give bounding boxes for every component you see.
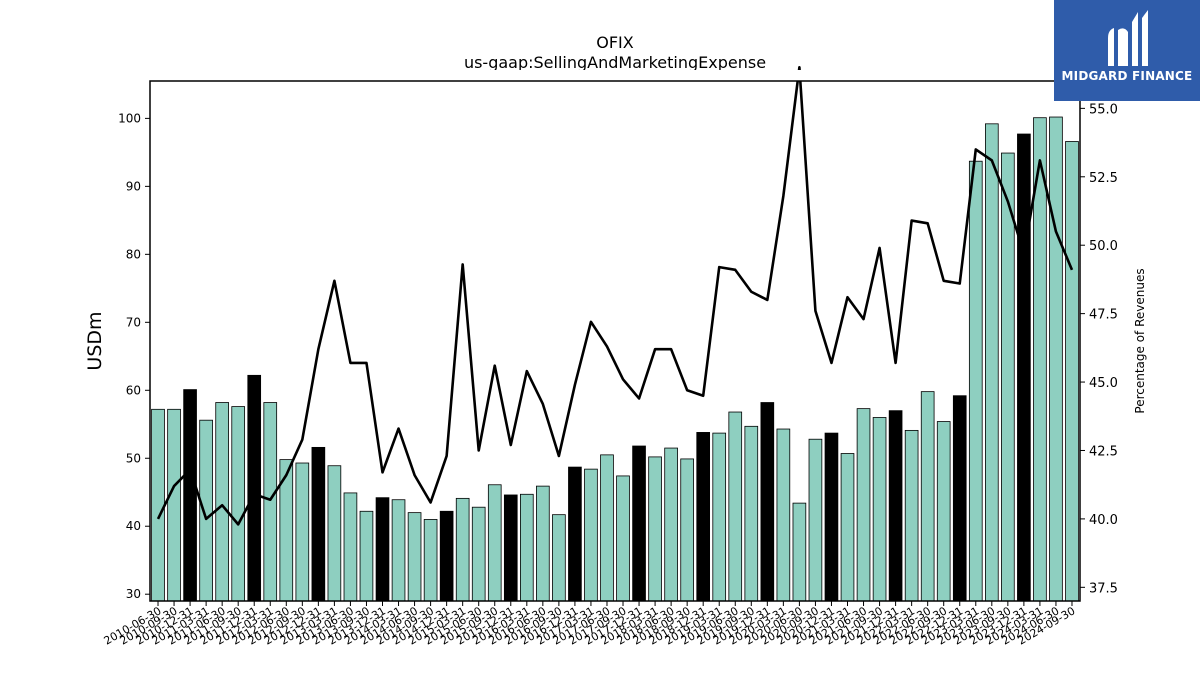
bar-2011-06-30 [215,402,229,602]
y-right-tick-label: 40.0 [1089,513,1118,528]
bar-2020-06-30 [792,502,807,602]
bar-2023-03-31 [968,160,983,602]
bar-2015-09-30 [487,484,502,602]
top-clip-mask [150,70,1080,81]
bar-2015-03-31 [455,497,470,602]
y-right-tick-label: 47.5 [1089,308,1118,323]
bar-2012-03-31 [263,402,278,602]
bar-2021-09-30 [872,417,887,602]
bar-2013-06-30 [343,492,358,602]
bar-2021-12-31 [888,410,903,602]
bar-2019-12-31 [760,402,775,602]
bar-2017-03-31 [584,468,598,602]
bar-2022-12-31 [952,395,967,602]
bar-2018-09-30 [680,458,694,602]
y-tick-label: 90 [126,179,141,193]
bar-2014-12-31 [439,510,454,602]
line-series-percentage [156,66,1074,526]
bar-2014-03-31 [391,499,406,602]
bar-2015-06-30 [471,506,486,602]
bar-2024-06-30 [1049,116,1063,602]
y-right-tick-label: 37.5 [1089,581,1118,596]
midgard-finance-logo: MIDGARD FINANCE [1054,0,1200,101]
y-tick-label: 30 [126,587,141,601]
y-right-tick-label: 50.0 [1089,239,1118,254]
chart-title: OFIX [596,33,634,52]
y-right-tick-label: 52.5 [1089,171,1118,186]
y-tick-label: 100 [118,111,141,125]
y-tick-label: 40 [126,519,141,533]
bar-2021-03-31 [840,453,855,602]
bar-2017-06-30 [600,454,614,602]
bar-2018-12-31 [696,432,711,602]
bar-2019-03-31 [712,432,727,602]
logo-text: MIDGARD FINANCE [1061,69,1193,83]
bar-2015-12-31 [503,494,518,602]
bar-2012-09-30 [295,462,310,602]
bar-2024-09-30 [1065,141,1079,602]
bar-2022-03-31 [904,429,919,602]
y-tick-label: 60 [126,383,141,397]
bar-2018-03-31 [648,456,662,602]
bar-2020-09-30 [808,438,823,602]
bar-2022-09-30 [936,421,951,602]
bar-2022-06-30 [920,391,935,602]
line-layer [156,66,1074,526]
bar-2013-12-31 [375,497,390,602]
midgard-logo-icon [1108,10,1148,66]
y-right-tick-label: 55.0 [1089,102,1118,117]
bar-2023-06-30 [985,123,999,602]
bar-2010-06-30 [151,408,165,602]
bar-2011-12-31 [247,374,262,602]
y-axis-right-label: Percentage of Revenues [1133,268,1147,413]
bar-2016-06-30 [536,485,550,602]
bar-2010-09-30 [167,408,181,602]
bar-2023-12-31 [1017,133,1031,602]
bar-2016-12-31 [568,466,582,602]
bar-2020-12-31 [824,432,839,602]
y-axis-label: USDm [84,311,106,370]
bar-2016-03-31 [520,493,534,602]
bar-2020-03-31 [776,428,791,602]
bar-2016-09-30 [552,514,566,602]
bar-2011-09-30 [231,406,246,602]
bar-2017-09-30 [616,475,630,602]
bar-2019-06-30 [728,411,743,602]
y-right-tick-label: 45.0 [1089,376,1118,391]
bars-layer [151,116,1079,602]
axes-layer: 30 40 50 60 70 80 90 100 37.5 40.0 42.5 45.0 47.5 50.… [102,70,1118,648]
bar-2018-06-30 [664,447,678,602]
bar-2010-12-31 [183,389,197,602]
bar-2019-09-30 [744,425,759,602]
plot-frame [149,80,1081,602]
y-tick-label: 70 [126,315,141,329]
bar-2021-06-30 [856,408,871,602]
bar-2014-06-30 [407,512,422,602]
y-tick-label: 50 [126,451,141,465]
chart-subtitle: us-gaap:SellingAndMarketingExpense [464,53,766,72]
bar-2013-03-31 [327,465,342,602]
bar-2012-12-31 [311,446,326,602]
y-tick-label: 80 [126,247,141,261]
bar-2017-12-31 [632,445,646,602]
bar-2013-09-30 [359,510,374,602]
y-right-tick-label: 42.5 [1089,444,1118,459]
bar-2011-03-31 [199,419,213,602]
bar-2014-09-30 [423,519,438,602]
